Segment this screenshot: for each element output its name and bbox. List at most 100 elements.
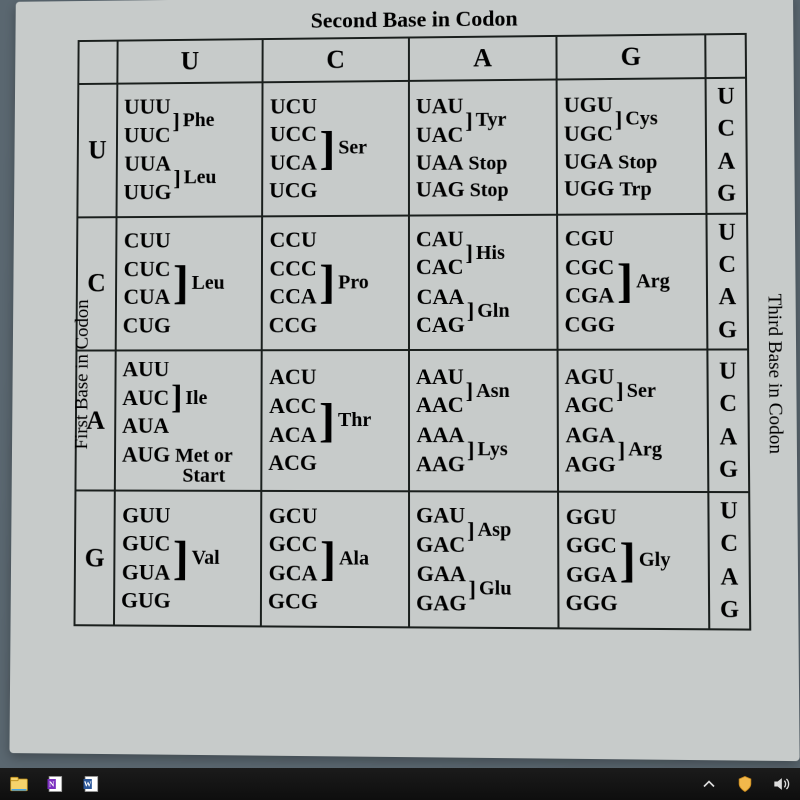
- amino-label: Pro: [338, 271, 369, 294]
- codon-table: U C A G UUUUUUC]PheUUAUUG]LeuUCUUCCUCAUC…: [74, 33, 752, 631]
- amino-label: Ala: [339, 548, 369, 571]
- amino-label: Glu: [479, 578, 512, 601]
- amino-label: Leu: [192, 272, 225, 295]
- amino-label: Trp: [619, 179, 651, 202]
- cell-G-A: GAUGAC]AspGAAGAG]Glu: [409, 491, 558, 629]
- amino-label: Leu: [184, 167, 217, 190]
- codon: UUC: [124, 121, 171, 149]
- onenote-icon[interactable]: N: [44, 773, 66, 795]
- amino-label: Ser: [627, 380, 656, 403]
- tray-volume-icon[interactable]: [770, 773, 792, 795]
- svg-text:W: W: [84, 780, 92, 789]
- amino-label: Stop: [618, 152, 657, 175]
- codon: GGC: [565, 531, 617, 560]
- codon: GAU: [416, 501, 465, 530]
- codon: UGU: [564, 91, 613, 120]
- cell-A-U: AUUAUCAUA]IleAUGMet orStart: [115, 350, 262, 490]
- amino-label: Thr: [338, 409, 371, 432]
- tray-security-icon[interactable]: [734, 773, 756, 795]
- col-head-G: G: [556, 34, 705, 79]
- codon: CCG: [269, 311, 318, 340]
- amino-label: Stop: [468, 153, 507, 176]
- codon: UGC: [564, 120, 613, 149]
- cell-U-A: UAUUAC]TyrUAAStopUAGStop: [409, 80, 557, 216]
- third-base-col: UCAG: [707, 350, 749, 492]
- codon: GUA: [121, 558, 171, 587]
- amino-label: Tyr: [476, 109, 507, 132]
- cell-G-C: GCUGCCGCAGCG]Ala: [261, 491, 409, 628]
- codon: GUC: [121, 530, 171, 559]
- codon: GUU: [121, 501, 171, 530]
- codon: ACG: [268, 449, 317, 478]
- codon: ACC: [268, 392, 317, 421]
- corner-blank: [78, 41, 117, 84]
- codon: AUC: [122, 384, 169, 412]
- third-base-col: UCAG: [706, 213, 748, 349]
- codon: AUA: [122, 412, 169, 440]
- col-head-C: C: [263, 38, 409, 83]
- codon: GCG: [268, 588, 318, 617]
- codon: UGA: [564, 149, 613, 175]
- codon: AGU: [565, 363, 615, 392]
- amino-label: Met orStart: [175, 446, 233, 486]
- codon: GCA: [268, 559, 318, 588]
- codon: AUU: [122, 355, 169, 383]
- codon: CCU: [269, 226, 317, 255]
- amino-label: Arg: [636, 270, 670, 293]
- codon: GGU: [565, 502, 617, 531]
- codon: GGA: [565, 560, 617, 589]
- codon: UCU: [269, 92, 317, 121]
- cell-G-G: GGUGGCGGAGGG]Gly: [558, 492, 709, 630]
- cell-A-G: AGUAGC]SerAGAAGG]Arg: [558, 350, 709, 492]
- third-base-col: UCAG: [708, 492, 750, 630]
- codon: CAA: [416, 283, 465, 312]
- codon: UAG: [416, 177, 465, 203]
- svg-text:N: N: [49, 780, 55, 789]
- codon: UCA: [269, 149, 317, 178]
- codon: GCU: [268, 501, 318, 530]
- codon: CCA: [269, 283, 318, 312]
- codon: AAG: [416, 450, 465, 479]
- codon: CCC: [269, 254, 318, 283]
- amino-label: Gly: [639, 549, 671, 572]
- codon: CUC: [123, 255, 171, 283]
- amino-label: Cys: [625, 108, 658, 131]
- right-title: Third Base in Codon: [763, 293, 787, 454]
- codon: ACU: [269, 363, 318, 392]
- third-base-col: UCAG: [706, 78, 748, 214]
- codon: UUG: [123, 178, 171, 206]
- codon: CUA: [123, 283, 171, 311]
- col-head-A: A: [409, 36, 557, 81]
- amino-label: Asn: [476, 380, 510, 403]
- file-explorer-icon[interactable]: [8, 773, 30, 795]
- codon: UCG: [269, 177, 317, 206]
- corner-blank-right: [705, 34, 746, 78]
- codon: CUG: [123, 312, 171, 340]
- amino-label: Asp: [478, 519, 512, 542]
- windows-taskbar[interactable]: N W: [0, 768, 800, 800]
- codon: UAU: [416, 92, 463, 121]
- cell-A-A: AAUAAC]AsnAAAAAG]Lys: [409, 350, 558, 492]
- codon: CGC: [564, 253, 615, 282]
- codon: AAC: [416, 391, 464, 420]
- amino-label: Phe: [183, 109, 215, 132]
- codon: CAC: [416, 253, 464, 282]
- cell-U-G: UGUUGC]CysUGAStopUGGTrp: [557, 78, 707, 214]
- codon: CGA: [564, 282, 615, 311]
- word-icon[interactable]: W: [80, 773, 102, 795]
- left-title: First Base in Codon: [72, 299, 95, 449]
- codon: CGG: [564, 310, 615, 339]
- cell-C-G: CGUCGCCGACGG]Arg: [557, 213, 707, 349]
- codon: AGA: [565, 421, 616, 450]
- cell-G-U: GUUGUCGUAGUG]Val: [114, 490, 261, 626]
- amino-label: Ile: [185, 387, 207, 410]
- codon: UAC: [416, 121, 464, 150]
- codon: CUU: [123, 227, 171, 255]
- codon: CGU: [564, 225, 615, 254]
- amino-label: Arg: [628, 438, 662, 461]
- tray-chevron-up-icon[interactable]: [698, 773, 720, 795]
- amino-label: Gln: [477, 300, 509, 323]
- codon: AGC: [565, 391, 615, 420]
- codon-table-page: Second Base in Codon First Base in Codon…: [9, 0, 799, 761]
- codon: GGG: [565, 589, 617, 618]
